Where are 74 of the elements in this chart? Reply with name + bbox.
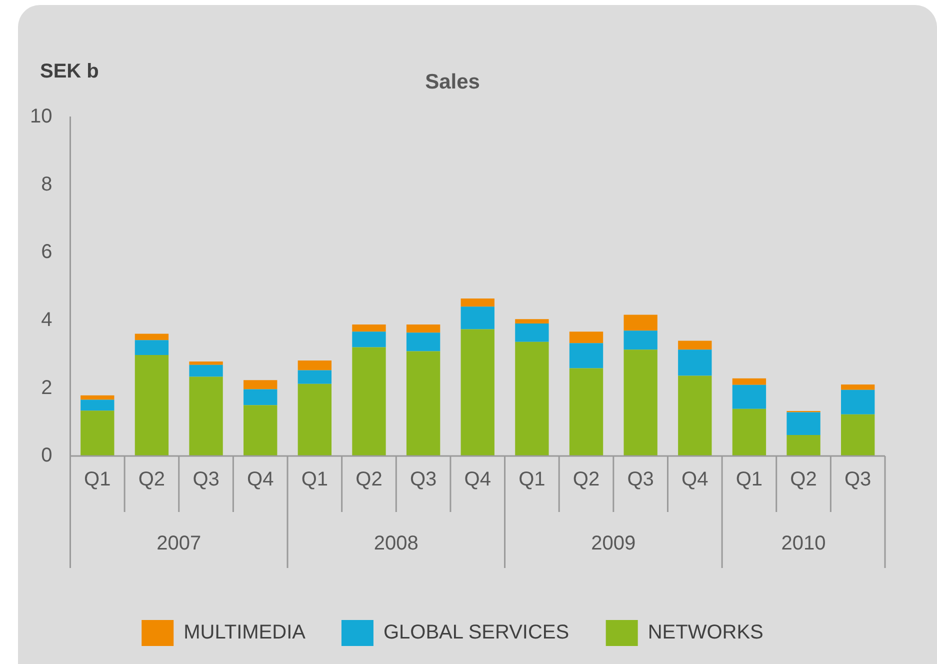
bar bbox=[244, 389, 278, 406]
x-tick-label: Q4 bbox=[464, 468, 491, 491]
bar bbox=[298, 370, 332, 384]
x-tick-label: Q1 bbox=[736, 468, 763, 491]
y-tick-label: 2 bbox=[41, 376, 52, 399]
bar bbox=[352, 347, 386, 456]
legend-label: NETWORKS bbox=[648, 622, 764, 644]
bar bbox=[244, 405, 278, 456]
bar bbox=[406, 324, 440, 333]
legend-label: MULTIMEDIA bbox=[184, 622, 306, 644]
bar bbox=[80, 395, 114, 400]
y-tick-label: 6 bbox=[41, 241, 52, 264]
bar bbox=[298, 360, 332, 370]
bar bbox=[134, 334, 169, 340]
bar bbox=[841, 390, 875, 414]
bar bbox=[732, 384, 766, 409]
bar bbox=[460, 306, 494, 330]
y-tick-label: 10 bbox=[30, 106, 52, 128]
bar bbox=[80, 410, 114, 456]
text: 2007 bbox=[156, 532, 202, 555]
y-tick-label: 8 bbox=[41, 173, 52, 196]
x-tick-label: Q2 bbox=[572, 468, 600, 491]
bar bbox=[732, 378, 766, 385]
y-tick-label: 0 bbox=[41, 444, 52, 467]
bar bbox=[624, 350, 658, 456]
x-tick-label: Q4 bbox=[247, 468, 274, 491]
bar bbox=[515, 342, 549, 456]
bar bbox=[569, 332, 604, 344]
bar bbox=[460, 329, 494, 456]
bar bbox=[624, 314, 658, 331]
bar bbox=[244, 380, 278, 390]
bar bbox=[678, 350, 712, 376]
y-tick-label: 4 bbox=[41, 308, 52, 331]
y-axis-title: SEK b bbox=[40, 60, 99, 83]
bar bbox=[80, 400, 114, 411]
x-tick-label: Q3 bbox=[192, 468, 220, 491]
bar bbox=[678, 376, 712, 456]
bar bbox=[352, 324, 386, 332]
text: 2008 bbox=[374, 532, 418, 555]
x-tick-label: Q2 bbox=[356, 468, 382, 491]
text: 2009 bbox=[591, 532, 636, 555]
x-tick-label: Q1 bbox=[301, 468, 328, 491]
x-tick-label: Q2 bbox=[790, 468, 817, 491]
bar bbox=[569, 343, 604, 368]
x-tick-label: Q2 bbox=[138, 468, 166, 491]
bar bbox=[569, 368, 604, 456]
x-tick-label: Q1 bbox=[518, 468, 546, 491]
bar bbox=[134, 355, 169, 456]
bar bbox=[189, 376, 223, 456]
x-tick-label: Q1 bbox=[84, 468, 111, 491]
bar bbox=[841, 414, 875, 456]
bar bbox=[189, 361, 223, 365]
bar bbox=[624, 330, 658, 350]
bar bbox=[515, 324, 549, 342]
bar bbox=[732, 408, 766, 456]
bar bbox=[786, 412, 820, 435]
x-tick-label: Q3 bbox=[410, 468, 437, 491]
x-tick-label: Q3 bbox=[627, 468, 654, 491]
chart-title: Sales bbox=[425, 70, 480, 94]
bar bbox=[406, 351, 440, 456]
bar bbox=[678, 340, 712, 350]
bar bbox=[841, 384, 875, 390]
bar bbox=[515, 319, 549, 324]
bar bbox=[134, 340, 169, 356]
bar bbox=[406, 332, 440, 352]
bar bbox=[352, 332, 386, 348]
bar bbox=[298, 384, 332, 456]
bar bbox=[460, 298, 494, 307]
bar bbox=[786, 434, 820, 456]
text: 2010 bbox=[781, 532, 826, 555]
x-tick-label: Q4 bbox=[682, 468, 708, 491]
bar bbox=[189, 364, 223, 377]
legend-label: GLOBAL SERVICES bbox=[383, 622, 570, 644]
x-tick-label: Q3 bbox=[844, 468, 872, 491]
